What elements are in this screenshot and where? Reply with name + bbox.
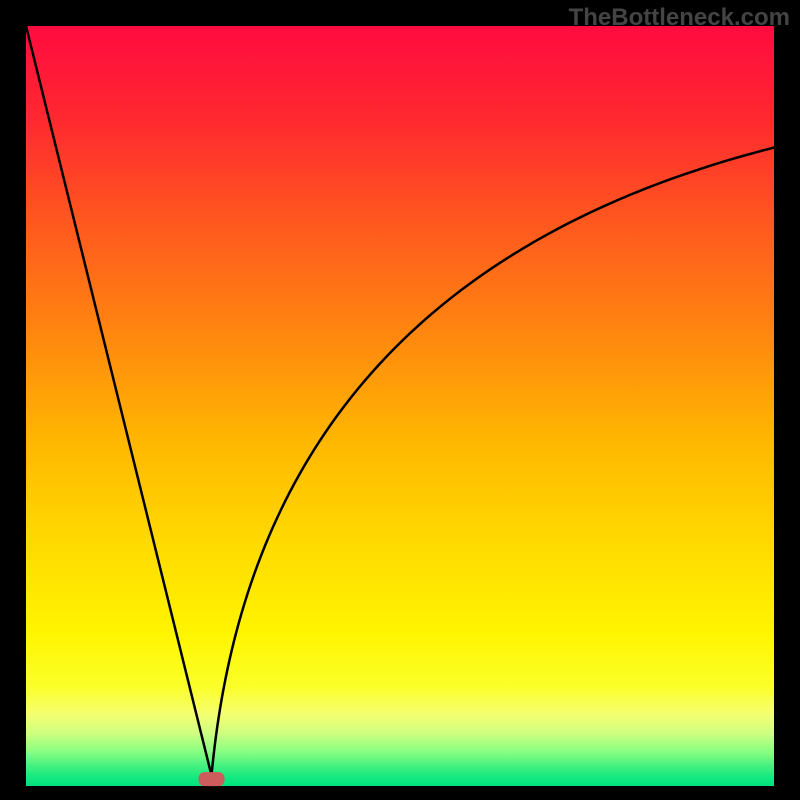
watermark-label: TheBottleneck.com <box>569 4 790 32</box>
chart-container: TheBottleneck.com <box>0 0 800 800</box>
bottleneck-chart <box>0 0 800 800</box>
plot-area <box>26 26 774 786</box>
optimal-marker <box>199 772 225 786</box>
